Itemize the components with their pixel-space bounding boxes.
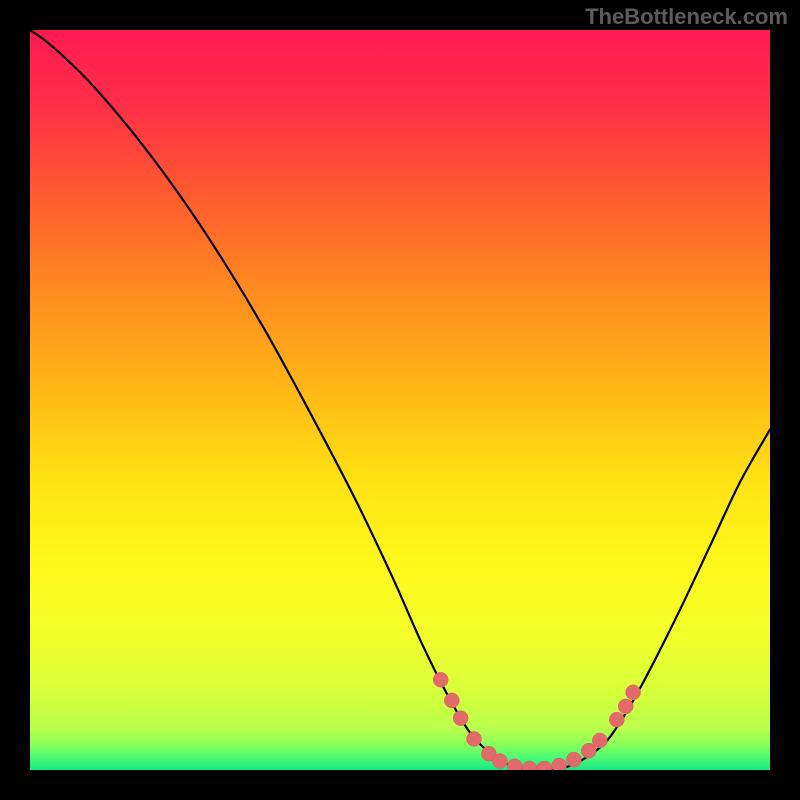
marker-dot xyxy=(453,711,468,726)
gradient-background xyxy=(30,30,770,770)
marker-dot xyxy=(492,754,507,769)
marker-dot xyxy=(609,712,624,727)
marker-dot xyxy=(581,743,596,758)
marker-dot xyxy=(433,672,448,687)
chart-svg xyxy=(30,30,770,770)
marker-dot xyxy=(444,693,459,708)
watermark-text: TheBottleneck.com xyxy=(585,4,788,30)
plot-area xyxy=(30,30,770,770)
marker-dot xyxy=(626,685,641,700)
marker-dot xyxy=(618,699,633,714)
marker-dot xyxy=(592,733,607,748)
marker-dot xyxy=(467,731,482,746)
marker-dot xyxy=(566,752,581,767)
